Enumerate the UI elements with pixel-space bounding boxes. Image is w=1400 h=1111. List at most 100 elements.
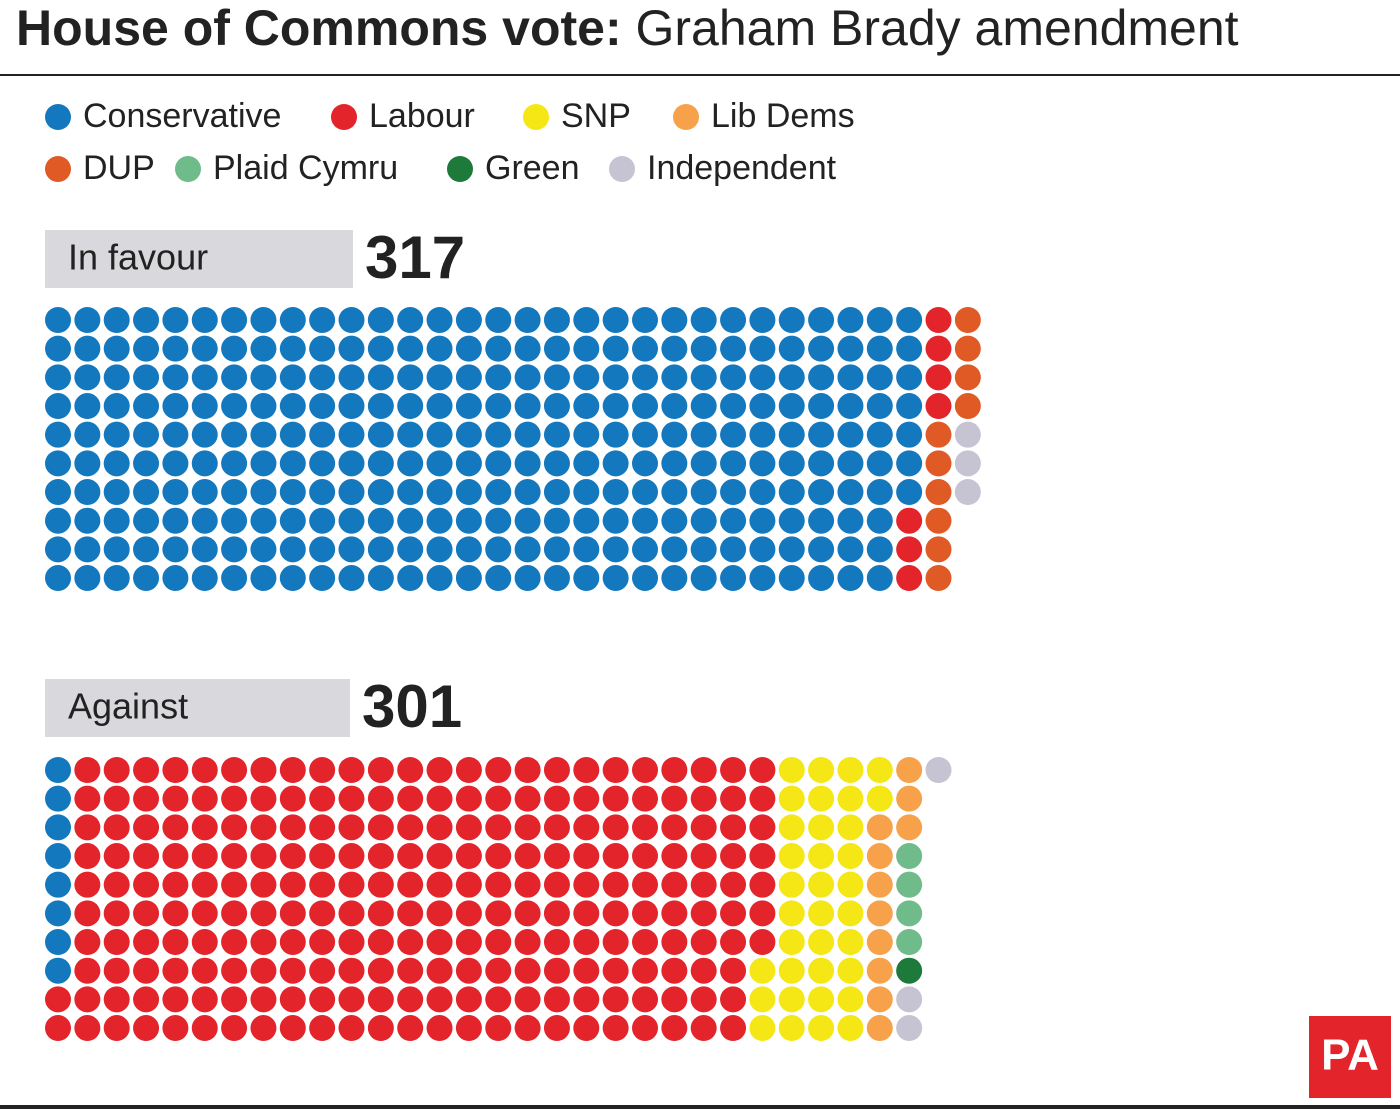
dot [338, 986, 365, 1013]
dot [602, 364, 629, 391]
dot [74, 843, 101, 870]
dot [162, 986, 189, 1013]
dot [338, 421, 365, 448]
dot [602, 814, 629, 841]
dot [573, 1015, 600, 1042]
dot [808, 843, 835, 870]
dot [632, 757, 658, 783]
dot [749, 393, 776, 420]
dot [279, 364, 306, 391]
dot [573, 843, 600, 870]
dot [837, 871, 864, 898]
dot [162, 450, 189, 477]
dot [367, 757, 394, 783]
dot [455, 307, 482, 333]
dot [426, 900, 453, 927]
dot [866, 364, 893, 391]
dot [632, 364, 658, 391]
dot [74, 757, 101, 783]
legend-swatch [331, 104, 357, 130]
dot [690, 421, 717, 448]
dot [338, 393, 365, 420]
dot [397, 871, 424, 898]
dot [749, 450, 776, 477]
dot [778, 900, 805, 927]
dot [837, 479, 864, 506]
dot [661, 986, 688, 1013]
dot [426, 785, 453, 812]
dot [543, 450, 570, 477]
dot [74, 450, 101, 477]
legend-label: Independent [647, 149, 837, 187]
dot [162, 335, 189, 362]
dot [455, 450, 482, 477]
dot [397, 565, 424, 592]
dot [690, 1015, 717, 1042]
dot [749, 335, 776, 362]
dot [191, 871, 218, 898]
dot [133, 507, 160, 534]
dot [103, 507, 130, 534]
dot [749, 843, 776, 870]
dot [690, 757, 717, 783]
title: House of Commons vote: [16, 0, 622, 56]
dot [632, 900, 658, 927]
dot [74, 307, 101, 333]
dot [397, 843, 424, 870]
dot [749, 929, 776, 956]
dot [808, 957, 835, 984]
dot [162, 814, 189, 841]
segment [925, 307, 981, 592]
dot [690, 986, 717, 1013]
group-label: Against [68, 686, 188, 727]
dot [661, 900, 688, 927]
dot [45, 364, 71, 391]
dot [690, 507, 717, 534]
dot [749, 565, 776, 592]
dot [690, 814, 717, 841]
dot [367, 393, 394, 420]
dot [309, 393, 336, 420]
dot [720, 900, 747, 927]
dot [573, 785, 600, 812]
dot [191, 335, 218, 362]
dot [837, 335, 864, 362]
dot [103, 421, 130, 448]
dot [749, 986, 776, 1013]
dot [309, 364, 336, 391]
dot [338, 479, 365, 506]
legend-label: SNP [561, 97, 631, 135]
dot [338, 900, 365, 927]
dot [632, 929, 658, 956]
dot [250, 929, 277, 956]
dot [103, 335, 130, 362]
dot [338, 871, 365, 898]
dot [632, 957, 658, 984]
dot [514, 986, 541, 1013]
dot [485, 335, 512, 362]
dot [778, 929, 805, 956]
dot [690, 335, 717, 362]
dot [514, 785, 541, 812]
dot [866, 757, 893, 783]
dot [74, 929, 101, 956]
dot [309, 986, 336, 1013]
dot [45, 785, 71, 812]
dot [309, 757, 336, 783]
dot [808, 757, 835, 783]
legend-label: Conservative [83, 97, 281, 135]
dot [45, 957, 71, 984]
dot [103, 307, 130, 333]
dot [74, 393, 101, 420]
dot [749, 421, 776, 448]
segment [896, 757, 952, 1042]
dot [954, 421, 981, 448]
dot [954, 450, 981, 477]
dot [426, 929, 453, 956]
dot [162, 1015, 189, 1042]
dot [45, 1015, 71, 1042]
dot [602, 536, 629, 563]
dot [661, 507, 688, 534]
dot [250, 814, 277, 841]
dot [45, 871, 71, 898]
